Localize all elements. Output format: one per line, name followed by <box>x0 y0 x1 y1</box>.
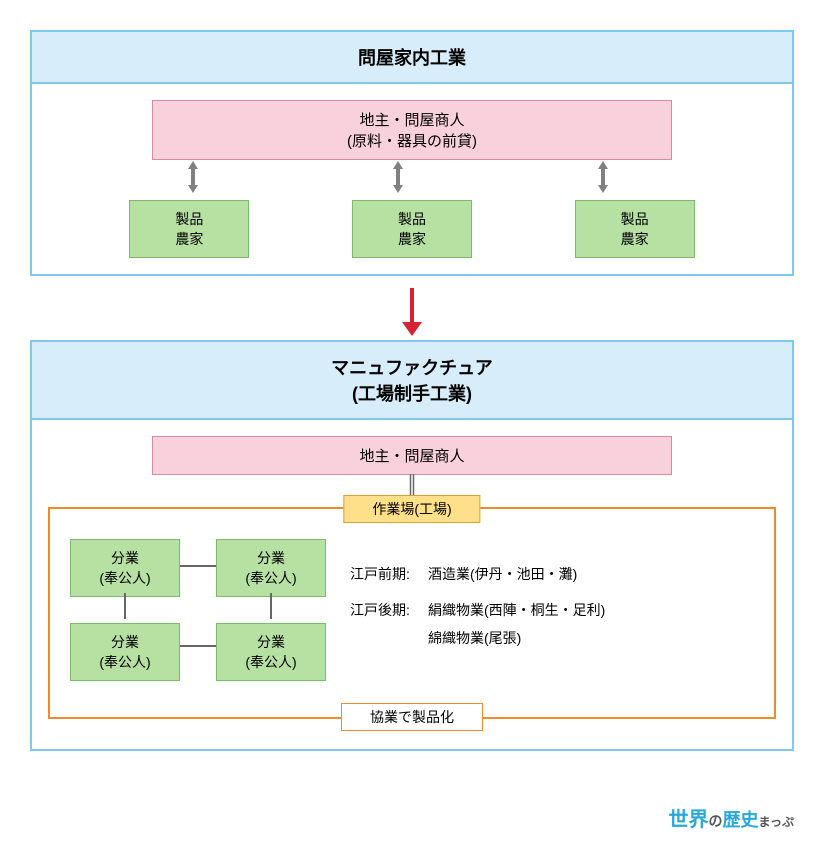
merchant-box-2: 地主・問屋商人 <box>152 436 672 475</box>
worker-l2: (奉公人) <box>77 568 173 588</box>
section-2: マニュファクチュア (工場制手工業) 地主・問屋商人 作業場(工場) <box>30 340 794 751</box>
farmer-l1: 製品 <box>359 209 465 229</box>
grid-line <box>180 565 216 567</box>
merchant-line1: 地主・問屋商人 <box>165 109 659 130</box>
merchant-line2: (原料・器具の前貸) <box>165 130 659 151</box>
farmer-row: 製品 農家 製品 農家 製品 農家 <box>48 200 776 258</box>
farmer-l1: 製品 <box>136 209 242 229</box>
farmer-box: 製品 農家 <box>352 200 472 258</box>
side-row1-val: 酒造業(伊丹・池田・灘) <box>428 560 577 588</box>
main-arrow-icon <box>402 288 422 336</box>
merchant-box-1: 地主・問屋商人 (原料・器具の前貸) <box>152 100 672 160</box>
worker-l1: 分業 <box>223 548 319 568</box>
farmer-l2: 農家 <box>359 229 465 249</box>
factory-tab-label: 作業場(工場) <box>372 501 451 517</box>
merchant2-line1: 地主・問屋商人 <box>165 445 659 466</box>
wm-4: まっぷ <box>758 815 794 829</box>
side-row1-lab: 江戸前期: <box>350 560 428 588</box>
section-2-body: 地主・問屋商人 作業場(工場) 分業 (奉公人) <box>32 420 792 749</box>
section-2-title-l2: (工場制手工業) <box>44 380 780 406</box>
grid-line <box>124 593 126 619</box>
worker-grid: 分業 (奉公人) 分業 (奉公人) 分業 (奉公人) 分業 (奉公人) <box>70 539 326 681</box>
worker-l1: 分業 <box>77 548 173 568</box>
farmer-box: 製品 農家 <box>575 200 695 258</box>
double-arrow-icon <box>597 161 609 193</box>
section-2-header: マニュファクチュア (工場制手工業) <box>32 342 792 420</box>
double-arrow-icon <box>392 161 404 193</box>
worker-box: 分業 (奉公人) <box>216 539 326 597</box>
grid-line <box>270 593 272 619</box>
worker-box: 分業 (奉公人) <box>70 539 180 597</box>
wm-2: の <box>708 813 722 829</box>
farmer-l1: 製品 <box>582 209 688 229</box>
side-row2-v1: 絹織物業(西陣・桐生・足利) <box>428 596 605 624</box>
double-arrow-icon <box>187 161 199 193</box>
wm-3: 歴史 <box>722 810 758 830</box>
worker-l2: (奉公人) <box>223 652 319 672</box>
side-row2-v2: 綿織物業(尾張) <box>428 624 605 652</box>
side-row2-lab: 江戸後期: <box>350 596 428 652</box>
watermark: 世界の歴史まっぷ <box>668 803 794 832</box>
worker-l1: 分業 <box>77 632 173 652</box>
factory-tab-bottom: 協業で製品化 <box>341 703 483 731</box>
factory-tab-bottom-label: 協業で製品化 <box>370 709 454 725</box>
section-1-title: 問屋家内工業 <box>358 48 466 68</box>
factory-box: 作業場(工場) 分業 (奉公人) 分業 (奉公人) <box>48 507 776 719</box>
section-1: 問屋家内工業 地主・問屋商人 (原料・器具の前貸) 製品 農家 製品 農家 <box>30 30 794 276</box>
farmer-l2: 農家 <box>582 229 688 249</box>
section-2-title-l1: マニュファクチュア <box>44 354 780 380</box>
farmer-box: 製品 農家 <box>129 200 249 258</box>
worker-l1: 分業 <box>223 632 319 652</box>
side-row2-vals: 絹織物業(西陣・桐生・足利) 綿織物業(尾張) <box>428 596 605 652</box>
worker-box: 分業 (奉公人) <box>70 623 180 681</box>
factory-inner: 分業 (奉公人) 分業 (奉公人) 分業 (奉公人) 分業 (奉公人) <box>62 539 762 681</box>
worker-box: 分業 (奉公人) <box>216 623 326 681</box>
farmer-l2: 農家 <box>136 229 242 249</box>
factory-tab: 作業場(工場) <box>343 495 480 523</box>
side-row-2: 江戸後期: 絹織物業(西陣・桐生・足利) 綿織物業(尾張) <box>350 596 762 652</box>
worker-l2: (奉公人) <box>223 568 319 588</box>
side-text: 江戸前期: 酒造業(伊丹・池田・灘) 江戸後期: 絹織物業(西陣・桐生・足利) … <box>340 560 762 660</box>
worker-l2: (奉公人) <box>77 652 173 672</box>
section-1-body: 地主・問屋商人 (原料・器具の前貸) 製品 農家 製品 農家 製品 農家 <box>32 84 792 274</box>
section-1-header: 問屋家内工業 <box>32 32 792 84</box>
wm-1: 世界 <box>668 809 708 831</box>
side-row-1: 江戸前期: 酒造業(伊丹・池田・灘) <box>350 560 762 588</box>
grid-line <box>180 645 216 647</box>
